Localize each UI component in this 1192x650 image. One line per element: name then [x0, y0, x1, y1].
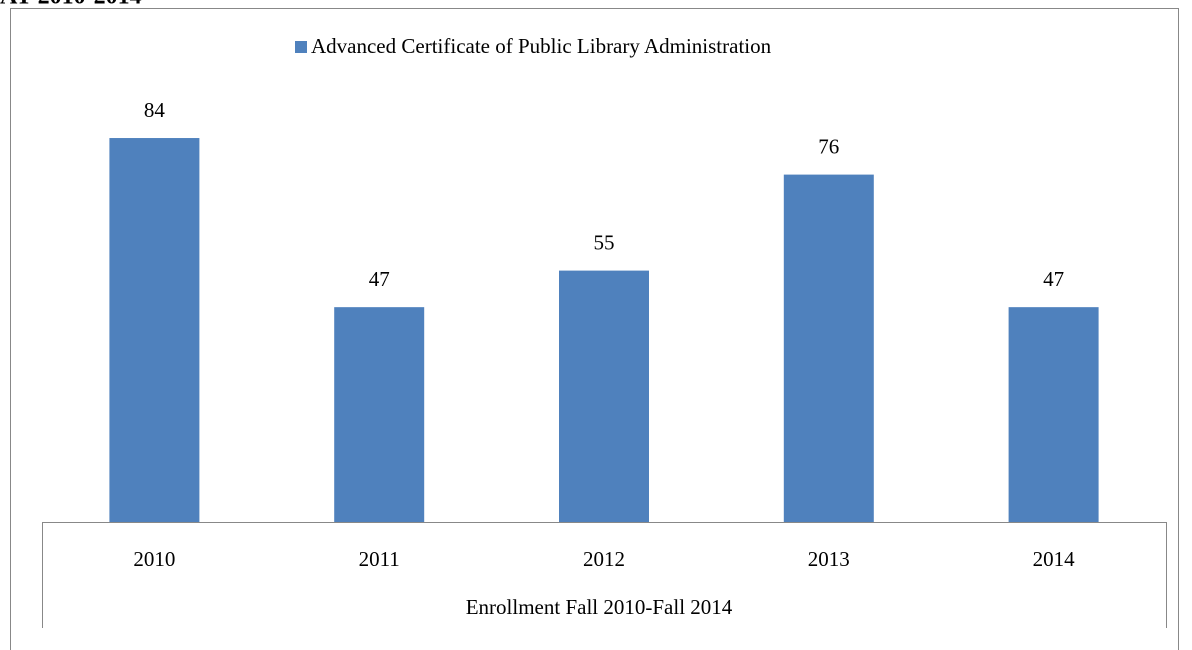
x-tick-label: 2013 — [808, 547, 850, 571]
data-label: 47 — [369, 267, 390, 291]
bar — [1008, 307, 1099, 522]
x-tick-label: 2012 — [583, 547, 625, 571]
x-tick-label: 2010 — [133, 547, 175, 571]
x-axis-title: Enrollment Fall 2010-Fall 2014 — [466, 595, 733, 619]
x-tick-label: 2011 — [359, 547, 400, 571]
x-tick-label: 2014 — [1033, 547, 1076, 571]
data-label: 55 — [594, 230, 615, 254]
data-label: 76 — [818, 134, 839, 158]
bar — [783, 174, 874, 522]
legend-label: Advanced Certificate of Public Library A… — [311, 34, 772, 58]
data-label: 84 — [144, 98, 166, 122]
bar — [559, 270, 649, 522]
chart-border — [10, 8, 1179, 650]
page-title: AY 2010-2014 — [0, 0, 142, 10]
bar — [109, 138, 200, 522]
bar — [334, 307, 425, 522]
data-label: 47 — [1043, 267, 1064, 291]
legend-swatch — [295, 41, 307, 53]
